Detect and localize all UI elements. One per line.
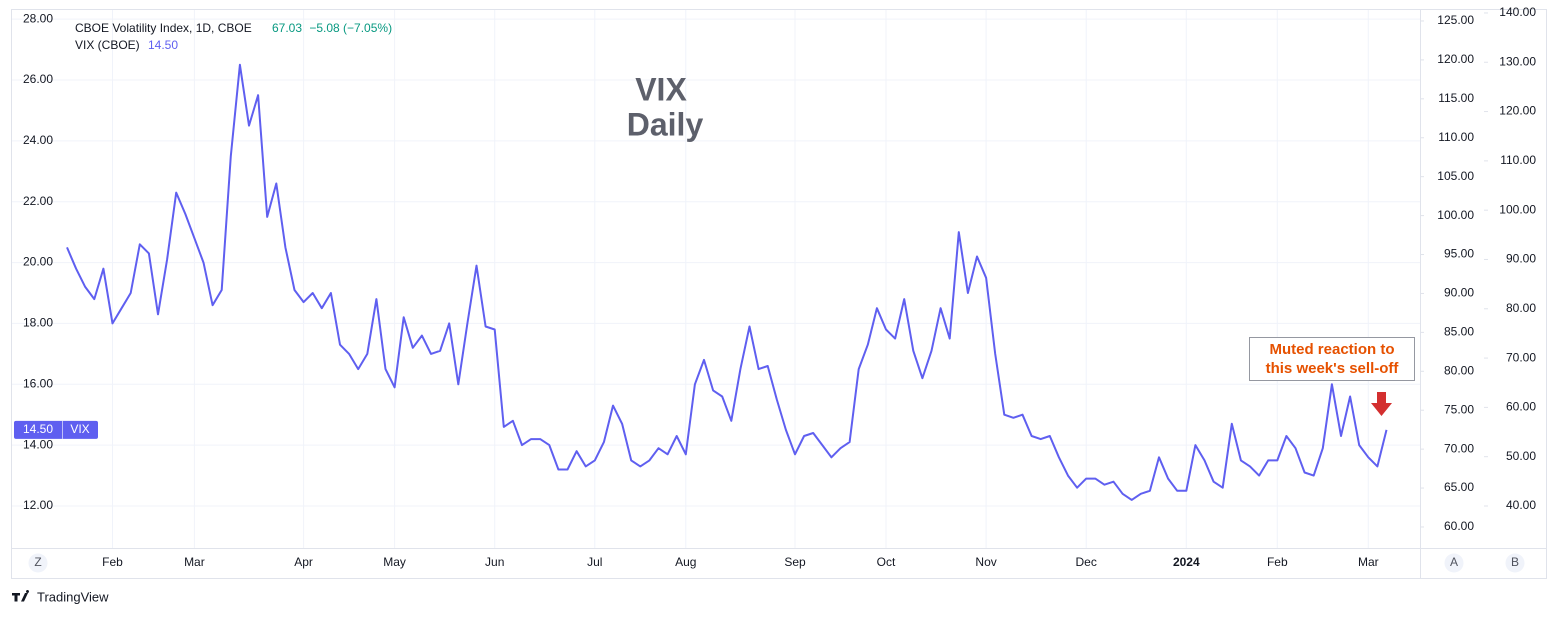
- y2-tick-label: 85.00: [1444, 325, 1474, 339]
- button-label[interactable]: Z: [34, 555, 41, 569]
- y2-tick-label: 95.00: [1444, 247, 1474, 261]
- y3-tick-label: 100.00: [1499, 202, 1536, 216]
- button-label[interactable]: B: [1511, 555, 1519, 569]
- price-tag-box: [14, 420, 98, 439]
- brand-logo: [12, 590, 30, 602]
- y2-tick-label: 60.00: [1444, 519, 1474, 533]
- y3-tick-label: 120.00: [1499, 104, 1536, 118]
- y3-tick-label: 110.00: [1500, 153, 1536, 167]
- y-tick-label: 14.00: [23, 437, 53, 451]
- x-tick-label: Mar: [184, 555, 205, 569]
- price-tag-name: VIX: [70, 422, 89, 436]
- x-tick-label: 2024: [1173, 555, 1200, 569]
- chart-title: VIX: [635, 71, 687, 107]
- y3-tick-label: 70.00: [1506, 350, 1536, 364]
- x-tick-label: Aug: [675, 555, 696, 569]
- y-tick-label: 18.00: [23, 316, 53, 330]
- price-tag-value: 14.50: [23, 422, 53, 436]
- arrow: [1371, 392, 1392, 416]
- y-tick-label: 24.00: [23, 133, 53, 147]
- y2-tick-label: 65.00: [1444, 480, 1474, 494]
- y3-tick-label: 60.00: [1506, 400, 1536, 414]
- annotation: this week's sell-off: [1266, 360, 1400, 377]
- button-label[interactable]: A: [1450, 555, 1458, 569]
- x-tick-label: Dec: [1076, 555, 1097, 569]
- y3-tick-label: 140.00: [1499, 5, 1536, 19]
- y-tick-label: 20.00: [23, 255, 53, 269]
- header-symbol: CBOE Volatility Index, 1D, CBOE: [75, 21, 252, 35]
- y2-tick-label: 110.00: [1438, 130, 1474, 144]
- x-tick-label: Sep: [784, 555, 806, 569]
- y3-tick-label: 90.00: [1506, 252, 1536, 266]
- header-change: −5.08 (−7.05%): [309, 21, 392, 35]
- annotation: Muted reaction to: [1269, 341, 1394, 358]
- y-tick-label: 26.00: [23, 72, 53, 86]
- y2-tick-label: 120.00: [1437, 52, 1474, 66]
- y3-tick-label: 130.00: [1499, 54, 1536, 68]
- x-tick-label: Jun: [485, 555, 504, 569]
- y2-tick-label: 70.00: [1444, 441, 1474, 455]
- x-tick-label: Nov: [975, 555, 996, 569]
- header-series-value: 14.50: [148, 38, 178, 52]
- y3-tick-label: 50.00: [1506, 449, 1536, 463]
- y2-tick-label: 90.00: [1444, 286, 1474, 300]
- y3-tick-label: 40.00: [1506, 498, 1536, 512]
- x-tick-label: Apr: [294, 555, 313, 569]
- y2-tick-label: 75.00: [1444, 402, 1474, 416]
- plot: [66, 63, 1388, 501]
- grid: [12, 10, 1420, 548]
- y2-tick-label: 125.00: [1437, 13, 1474, 27]
- x-tick-label: Feb: [1267, 555, 1288, 569]
- header-series: VIX (CBOE): [75, 38, 140, 52]
- brand: TradingView: [37, 589, 109, 604]
- button[interactable]: [28, 553, 48, 573]
- y2-tick-label: 115.00: [1438, 91, 1474, 105]
- button[interactable]: [1444, 553, 1464, 573]
- y-tick-label: 28.00: [23, 11, 53, 25]
- chart-subtitle: Daily: [627, 106, 704, 142]
- x-tick-label: Mar: [1358, 555, 1379, 569]
- x-tick-label: Jul: [587, 555, 602, 569]
- y3-tick-label: 80.00: [1506, 301, 1536, 315]
- annotation-box: [1249, 337, 1415, 381]
- x-tick-label: Feb: [102, 555, 123, 569]
- y-tick-label: 16.00: [23, 376, 53, 390]
- y2-tick-label: 105.00: [1437, 169, 1474, 183]
- y-tick-label: 12.00: [23, 498, 53, 512]
- y2-tick-label: 80.00: [1444, 363, 1474, 377]
- x-tick-label: May: [383, 555, 406, 569]
- x-tick-label: Oct: [877, 555, 896, 569]
- header-close: 67.03: [272, 21, 302, 35]
- y-tick-label: 22.00: [23, 194, 53, 208]
- button[interactable]: [1505, 553, 1525, 573]
- y2-tick-label: 100.00: [1437, 208, 1474, 222]
- frame: [11, 9, 1547, 579]
- series-line: [66, 63, 1388, 501]
